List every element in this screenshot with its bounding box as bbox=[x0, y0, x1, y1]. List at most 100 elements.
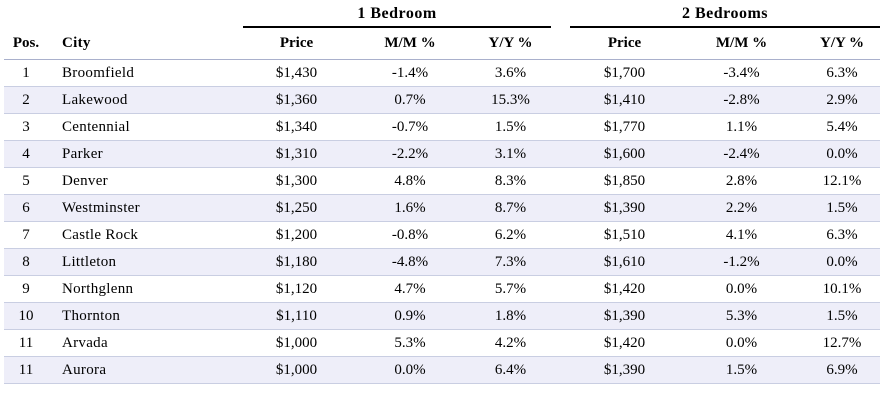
table-cell: $1,430 bbox=[243, 59, 350, 87]
table-cell: $1,200 bbox=[243, 221, 350, 249]
table-cell: Parker bbox=[48, 140, 243, 168]
table-cell: 6.3% bbox=[804, 221, 881, 249]
table-cell: $1,850 bbox=[570, 167, 679, 195]
table-cell: 1.5% bbox=[804, 302, 881, 330]
table-cell: $1,300 bbox=[243, 167, 350, 195]
table-cell: 0.0% bbox=[679, 329, 804, 357]
table-cell: 7.3% bbox=[470, 248, 551, 276]
table-cell: 9 bbox=[4, 275, 48, 303]
table-cell: 6 bbox=[4, 194, 48, 222]
table-cell: Aurora bbox=[48, 356, 243, 384]
table-cell: 6.2% bbox=[470, 221, 551, 249]
table-cell: 0.0% bbox=[804, 248, 881, 276]
table-cell: 4.7% bbox=[350, 275, 470, 303]
table-cell: $1,340 bbox=[243, 113, 350, 141]
table-cell: -2.8% bbox=[679, 86, 804, 114]
table-cell: Northglenn bbox=[48, 275, 243, 303]
table-cell: 6.9% bbox=[804, 356, 881, 384]
table-cell: $1,120 bbox=[243, 275, 350, 303]
table-cell: 5.4% bbox=[804, 113, 881, 141]
table-cell: 0.7% bbox=[350, 86, 470, 114]
table-cell: -1.2% bbox=[679, 248, 804, 276]
table-cell: Denver bbox=[48, 167, 243, 195]
table-cell: Arvada bbox=[48, 329, 243, 357]
spacer bbox=[551, 248, 570, 276]
table-cell: 8.7% bbox=[470, 194, 551, 222]
table-cell: $1,410 bbox=[570, 86, 679, 114]
table-cell: 0.0% bbox=[350, 356, 470, 384]
table-cell: 0.0% bbox=[679, 275, 804, 303]
table-cell: 1.5% bbox=[804, 194, 881, 222]
spacer bbox=[551, 27, 570, 60]
column-header: Price bbox=[243, 27, 350, 60]
rent-table: 1 Bedroom 2 Bedrooms Pos. City Price M/M % Y… bbox=[4, 2, 881, 384]
table-cell: 4 bbox=[4, 140, 48, 168]
column-header: M/M % bbox=[679, 27, 804, 60]
table-cell: 12.7% bbox=[804, 329, 881, 357]
table-row: 11 Arvada $1,000 5.3% 4.2% $1,420 0.0% 12.7% bbox=[4, 329, 881, 357]
table-cell: 1.5% bbox=[470, 113, 551, 141]
table-cell: 3 bbox=[4, 113, 48, 141]
table-cell: $1,390 bbox=[570, 356, 679, 384]
table-cell: -2.4% bbox=[679, 140, 804, 168]
table-cell: -2.2% bbox=[350, 140, 470, 168]
spacer bbox=[551, 194, 570, 222]
table-cell: $1,000 bbox=[243, 356, 350, 384]
table-row: 2 Lakewood $1,360 0.7% 15.3% $1,410 -2.8% 2.9% bbox=[4, 86, 881, 114]
table-cell: 12.1% bbox=[804, 167, 881, 195]
column-header: Y/Y % bbox=[470, 27, 551, 60]
table-cell: 1.5% bbox=[679, 356, 804, 384]
table-cell: 2.2% bbox=[679, 194, 804, 222]
table-cell: $1,610 bbox=[570, 248, 679, 276]
table-cell: 8.3% bbox=[470, 167, 551, 195]
spacer bbox=[551, 221, 570, 249]
column-header: Price bbox=[570, 27, 679, 60]
table-row: 9 Northglenn $1,120 4.7% 5.7% $1,420 0.0% 10.1% bbox=[4, 275, 881, 303]
column-header: City bbox=[48, 27, 243, 60]
table-cell: -0.7% bbox=[350, 113, 470, 141]
table-cell: $1,180 bbox=[243, 248, 350, 276]
table-cell: $1,510 bbox=[570, 221, 679, 249]
table-cell: 5.7% bbox=[470, 275, 551, 303]
table-cell: Thornton bbox=[48, 302, 243, 330]
table-cell: 6.3% bbox=[804, 59, 881, 87]
table-cell: 10.1% bbox=[804, 275, 881, 303]
spacer bbox=[551, 302, 570, 330]
table-cell: $1,250 bbox=[243, 194, 350, 222]
spacer bbox=[551, 140, 570, 168]
table-cell: Lakewood bbox=[48, 86, 243, 114]
table-cell: $1,390 bbox=[570, 194, 679, 222]
table-cell: $1,420 bbox=[570, 329, 679, 357]
table-row: 8 Littleton $1,180 -4.8% 7.3% $1,610 -1.2% 0.0% bbox=[4, 248, 881, 276]
table-cell: 2.9% bbox=[804, 86, 881, 114]
table-cell: 3.1% bbox=[470, 140, 551, 168]
spacer bbox=[551, 275, 570, 303]
table-cell: $1,110 bbox=[243, 302, 350, 330]
spacer bbox=[551, 167, 570, 195]
table-cell: 0.9% bbox=[350, 302, 470, 330]
table-cell: 6.4% bbox=[470, 356, 551, 384]
spacer bbox=[551, 59, 570, 87]
table-cell: 1.8% bbox=[470, 302, 551, 330]
spacer bbox=[551, 113, 570, 141]
table-cell: 8 bbox=[4, 248, 48, 276]
table-cell: 4.2% bbox=[470, 329, 551, 357]
table-cell: $1,420 bbox=[570, 275, 679, 303]
spacer bbox=[551, 86, 570, 114]
table-cell: 4.1% bbox=[679, 221, 804, 249]
table-cell: 7 bbox=[4, 221, 48, 249]
table-row: 3 Centennial $1,340 -0.7% 1.5% $1,770 1.1% 5.4% bbox=[4, 113, 881, 141]
table-cell: Centennial bbox=[48, 113, 243, 141]
table-cell: 5 bbox=[4, 167, 48, 195]
table-cell: $1,770 bbox=[570, 113, 679, 141]
table-cell: $1,600 bbox=[570, 140, 679, 168]
table-cell: -3.4% bbox=[679, 59, 804, 87]
table-cell: 3.6% bbox=[470, 59, 551, 87]
table-cell: 1.1% bbox=[679, 113, 804, 141]
table-cell: 15.3% bbox=[470, 86, 551, 114]
table-cell: $1,700 bbox=[570, 59, 679, 87]
table-cell: 2 bbox=[4, 86, 48, 114]
column-header-row: Pos. City Price M/M % Y/Y % Price M/M % Y/Y % bbox=[4, 27, 881, 60]
spacer bbox=[551, 329, 570, 357]
